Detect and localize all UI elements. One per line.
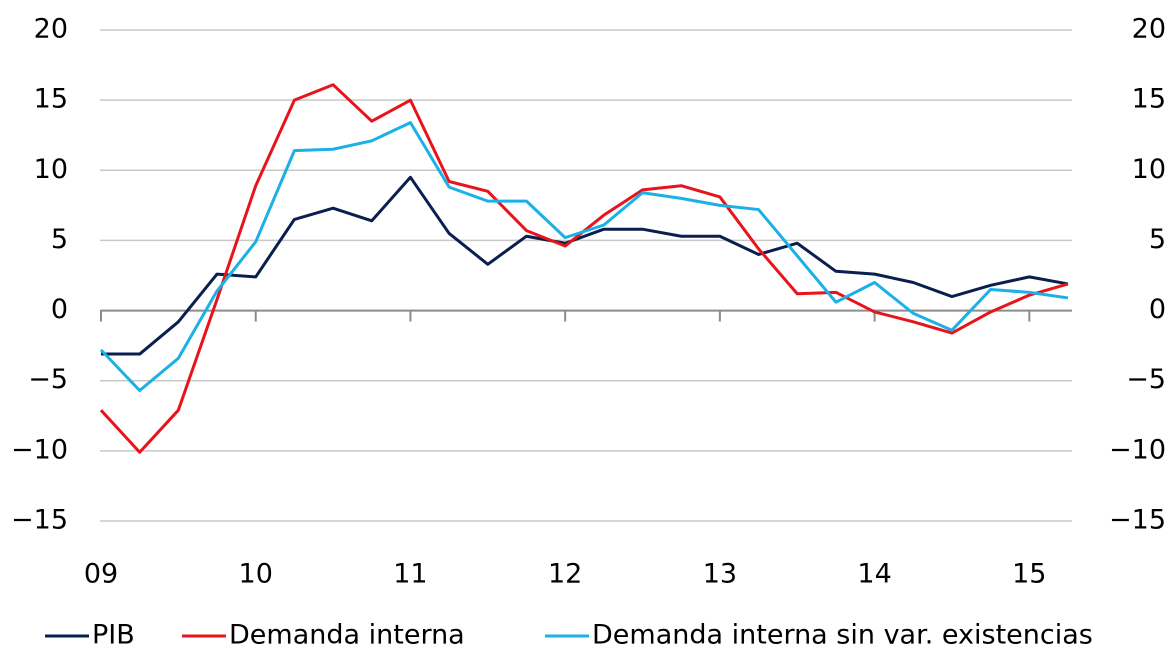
y-tick-label: 0 bbox=[51, 294, 68, 325]
x-tick-label: 11 bbox=[393, 559, 427, 590]
x-tick-label: 14 bbox=[857, 559, 891, 590]
y-tick-label: −10 bbox=[11, 434, 68, 465]
legend-label: Demanda interna bbox=[229, 620, 465, 650]
x-tick-label: 10 bbox=[239, 559, 273, 590]
y-tick-label: 15 bbox=[34, 84, 68, 115]
y-tick-label: −15 bbox=[11, 505, 68, 536]
series-line bbox=[101, 175, 1069, 356]
legend-label: Demanda interna sin var. existencias bbox=[592, 620, 1093, 650]
y2-tick-label: −10 bbox=[1109, 434, 1166, 465]
y2-tick-label: 20 bbox=[1132, 14, 1166, 45]
y2-tick-label: −5 bbox=[1126, 364, 1166, 395]
y-tick-label: −5 bbox=[28, 364, 68, 395]
y-tick-label: 10 bbox=[34, 154, 68, 185]
y2-tick-label: 15 bbox=[1132, 84, 1166, 115]
series-line bbox=[99, 83, 1069, 454]
x-tick-label: 12 bbox=[548, 559, 582, 590]
y2-tick-label: 0 bbox=[1149, 294, 1166, 325]
y2-tick-label: 10 bbox=[1132, 154, 1166, 185]
y-tick-label: 5 bbox=[51, 224, 68, 255]
x-tick-label: 13 bbox=[703, 559, 737, 590]
series-line bbox=[99, 121, 1069, 393]
y2-tick-label: −15 bbox=[1109, 505, 1166, 536]
x-tick-label: 15 bbox=[1012, 559, 1046, 590]
x-tick-label: 09 bbox=[84, 559, 118, 590]
y-tick-label: 20 bbox=[34, 14, 68, 45]
legend-label: PIB bbox=[92, 620, 135, 650]
y2-tick-label: 5 bbox=[1149, 224, 1166, 255]
